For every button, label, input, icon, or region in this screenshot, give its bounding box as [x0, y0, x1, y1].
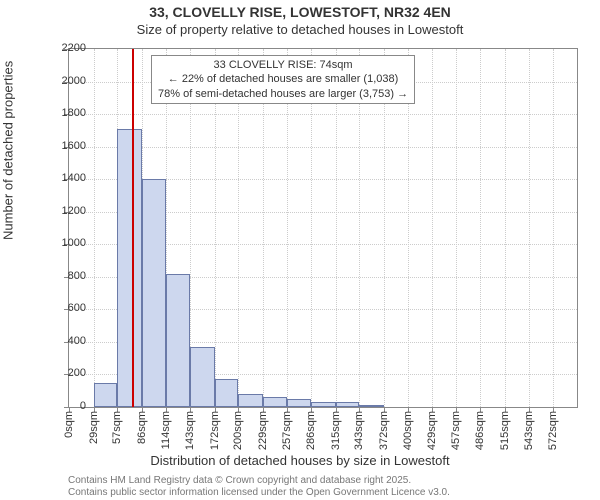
xtick-label: 286sqm	[305, 411, 317, 450]
gridline-vertical	[553, 49, 554, 407]
ytick-label: 1000	[46, 237, 86, 249]
annotation-line-2: ← 22% of detached houses are smaller (1,…	[158, 72, 408, 86]
gridline-vertical	[456, 49, 457, 407]
ytick-label: 2000	[46, 75, 86, 87]
xtick-label: 543sqm	[523, 411, 535, 450]
chart-container: 33, CLOVELLY RISE, LOWESTOFT, NR32 4EN S…	[0, 0, 600, 500]
xtick-label: 457sqm	[450, 411, 462, 450]
highlight-line	[132, 49, 134, 407]
xtick-label: 257sqm	[281, 411, 293, 450]
histogram-bar	[238, 394, 263, 407]
xtick-label: 372sqm	[378, 411, 390, 450]
gridline-vertical	[529, 49, 530, 407]
gridline-vertical	[94, 49, 95, 407]
xtick-label: 29sqm	[88, 411, 100, 444]
xtick-label: 229sqm	[257, 411, 269, 450]
histogram-bar	[166, 274, 191, 407]
gridline-vertical	[505, 49, 506, 407]
xtick-label: 200sqm	[232, 411, 244, 450]
x-axis-label: Distribution of detached houses by size …	[0, 453, 600, 468]
gridline-vertical	[480, 49, 481, 407]
ytick-label: 2200	[46, 42, 86, 54]
ytick-label: 400	[46, 335, 86, 347]
histogram-bar	[215, 379, 239, 407]
xtick-label: 429sqm	[426, 411, 438, 450]
gridline-vertical	[432, 49, 433, 407]
xtick-label: 515sqm	[499, 411, 511, 450]
ytick-label: 1200	[46, 205, 86, 217]
chart-title: 33, CLOVELLY RISE, LOWESTOFT, NR32 4EN	[0, 4, 600, 20]
xtick-label: 172sqm	[209, 411, 221, 450]
ytick-label: 1400	[46, 172, 86, 184]
ytick-label: 800	[46, 270, 86, 282]
histogram-bar	[190, 347, 215, 407]
ytick-label: 0	[46, 400, 86, 412]
xtick-label: 343sqm	[353, 411, 365, 450]
annotation-line-1: 33 CLOVELLY RISE: 74sqm	[158, 58, 408, 72]
xtick-label: 143sqm	[184, 411, 196, 450]
histogram-bar	[263, 397, 287, 407]
plot-area: 0sqm29sqm57sqm86sqm114sqm143sqm172sqm200…	[68, 48, 578, 408]
annotation-line-3: 78% of semi-detached houses are larger (…	[158, 87, 408, 101]
ytick-label: 1600	[46, 140, 86, 152]
ytick-label: 200	[46, 367, 86, 379]
gridline-horizontal	[69, 114, 577, 115]
histogram-bar	[336, 402, 360, 407]
footer-line-1: Contains HM Land Registry data © Crown c…	[68, 475, 411, 486]
chart-subtitle: Size of property relative to detached ho…	[0, 22, 600, 37]
xtick-label: 572sqm	[547, 411, 559, 450]
ytick-label: 600	[46, 302, 86, 314]
histogram-bar	[287, 399, 312, 407]
histogram-bar	[117, 129, 142, 407]
ytick-label: 1800	[46, 107, 86, 119]
footer-line-2: Contains public sector information licen…	[68, 487, 450, 498]
y-axis-label: Number of detached properties	[1, 61, 16, 240]
histogram-bar	[142, 179, 166, 407]
xtick-label: 315sqm	[330, 411, 342, 450]
xtick-label: 400sqm	[402, 411, 414, 450]
histogram-bar	[311, 402, 336, 407]
xtick-label: 86sqm	[136, 411, 148, 444]
histogram-bar	[359, 405, 384, 407]
xtick-label: 114sqm	[160, 411, 172, 449]
histogram-bar	[94, 383, 118, 407]
xtick-label: 486sqm	[474, 411, 486, 450]
xtick-label: 0sqm	[63, 411, 75, 438]
xtick-label: 57sqm	[111, 411, 123, 444]
annotation-box: 33 CLOVELLY RISE: 74sqm← 22% of detached…	[151, 55, 415, 104]
gridline-horizontal	[69, 147, 577, 148]
